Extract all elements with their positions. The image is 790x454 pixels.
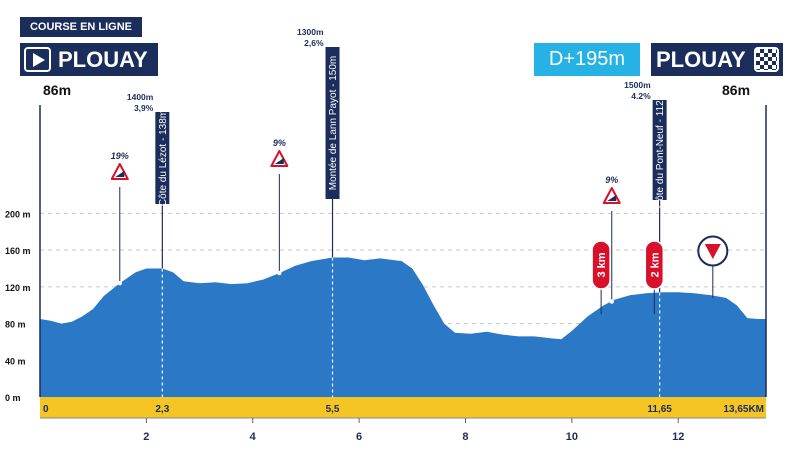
distance-mark-label: 0: [43, 404, 49, 415]
race-type-badge: COURSE EN LIGNE: [20, 17, 142, 37]
climb-banner: [325, 47, 340, 199]
distance-mark-label: 13,65KM: [723, 404, 764, 415]
y-tick-label: 80 m: [5, 320, 26, 330]
steep-grade-label: 19%: [111, 151, 129, 161]
climb-grade: 3,9%: [134, 103, 154, 113]
slope-glyph-icon: [274, 158, 284, 164]
climb-grade: 4.2%: [631, 91, 651, 101]
road-strip: [40, 397, 766, 418]
steep-sign-dot: [609, 299, 614, 304]
elevation-profile-area: [40, 257, 766, 397]
climb-grade: 2,6%: [304, 38, 324, 48]
x-tick-label: 2: [143, 431, 149, 443]
climb-name: Montée de Lann Payot - 150m: [328, 56, 339, 191]
start-city: PLOUAY: [58, 47, 148, 72]
distance-mark-label: 11,65: [647, 404, 672, 415]
y-tick-label: 200 m: [5, 209, 31, 219]
climb-length: 1500m: [624, 80, 651, 90]
x-tick-label: 4: [250, 431, 257, 443]
start-city-badge: PLOUAY: [20, 43, 158, 76]
km-marker-pill: [644, 240, 665, 290]
finish-city: PLOUAY: [656, 47, 746, 72]
y-tick-label: 160 m: [5, 246, 31, 256]
y-tick-label: 40 m: [5, 356, 26, 366]
distance-mark-label: 5,5: [326, 404, 340, 415]
x-tick-label: 8: [462, 431, 468, 443]
climb-length: 1300m: [297, 27, 324, 37]
distance-mark-label: 2,3: [155, 404, 169, 415]
y-tick-label: 0 m: [5, 393, 21, 403]
finish-altitude: 86m: [722, 82, 751, 98]
slope-glyph-icon: [607, 195, 617, 201]
play-icon: [24, 47, 51, 72]
flamme-rouge-icon: [704, 244, 721, 259]
steep-grade-label: 9%: [273, 138, 286, 148]
x-tick-label: 10: [566, 431, 578, 443]
steep-grade-label: 9%: [605, 175, 618, 185]
x-tick-label: 6: [356, 431, 362, 443]
finish-city-badge: PLOUAY: [651, 43, 783, 76]
km-marker-label: 2 km: [649, 252, 661, 277]
climb-name: Côte du Lézot - 138m: [158, 110, 169, 206]
steep-sign-dot: [277, 270, 282, 276]
climb-name: Côte du Pont-Neuf - 112m: [655, 92, 666, 208]
steep-sign-dot: [117, 280, 122, 286]
km-marker-pill: [591, 240, 611, 290]
checkered-flag-icon: [754, 47, 779, 72]
start-altitude: 86m: [43, 82, 72, 98]
km-marker-label: 3 km: [596, 252, 608, 277]
climb-banner: [155, 112, 170, 204]
climb-length: 1400m: [127, 92, 154, 102]
slope-glyph-icon: [115, 171, 125, 177]
climb-banner: [652, 100, 667, 200]
y-tick-label: 120 m: [5, 283, 31, 293]
elevation-gain-badge: D+195m: [534, 43, 640, 76]
x-tick-label: 12: [672, 431, 684, 443]
